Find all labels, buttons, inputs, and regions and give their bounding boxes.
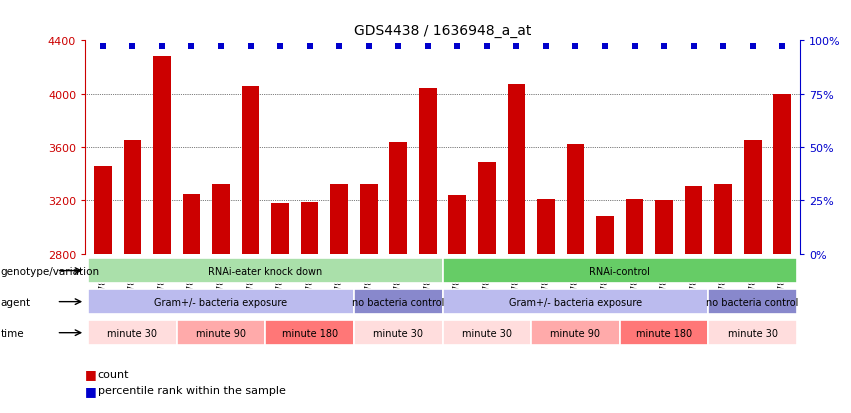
Text: no bacteria control: no bacteria control [352, 297, 444, 307]
Bar [448, 195, 466, 254]
Bar [242, 86, 260, 254]
Bar [88, 289, 354, 315]
Text: minute 90: minute 90 [551, 328, 601, 338]
Bar [419, 89, 437, 254]
Bar [596, 217, 614, 254]
Text: minute 90: minute 90 [196, 328, 246, 338]
Bar [774, 95, 791, 254]
Bar [300, 202, 318, 254]
Text: count: count [98, 369, 129, 379]
Bar [443, 258, 797, 284]
Text: Gram+/- bacteria exposure: Gram+/- bacteria exposure [154, 297, 288, 307]
Text: genotype/variation: genotype/variation [1, 266, 100, 276]
Bar [94, 166, 111, 254]
Bar [212, 185, 230, 254]
Bar [655, 201, 673, 254]
Text: RNAi-eater knock down: RNAi-eater knock down [208, 266, 323, 276]
Bar [266, 320, 354, 346]
Text: Gram+/- bacteria exposure: Gram+/- bacteria exposure [509, 297, 642, 307]
Text: time: time [1, 328, 25, 338]
Bar [708, 289, 797, 315]
Bar [88, 320, 177, 346]
Bar [88, 258, 443, 284]
Bar [625, 199, 643, 254]
Bar [330, 185, 348, 254]
Text: no bacteria control: no bacteria control [706, 297, 799, 307]
Bar [153, 57, 171, 254]
Text: minute 30: minute 30 [728, 328, 778, 338]
Text: percentile rank within the sample: percentile rank within the sample [98, 385, 286, 395]
Bar [443, 289, 708, 315]
Bar [685, 186, 702, 254]
Text: minute 180: minute 180 [282, 328, 338, 338]
Text: minute 180: minute 180 [636, 328, 692, 338]
Bar [567, 145, 585, 254]
Text: minute 30: minute 30 [107, 328, 157, 338]
Text: minute 30: minute 30 [462, 328, 511, 338]
Bar [620, 320, 708, 346]
Bar [507, 85, 525, 254]
Bar [531, 320, 620, 346]
Bar [354, 320, 443, 346]
Bar [443, 320, 531, 346]
Bar [537, 199, 555, 254]
Bar [478, 162, 495, 254]
Text: RNAi-control: RNAi-control [589, 266, 650, 276]
Text: ■: ■ [85, 367, 97, 380]
Bar [390, 142, 407, 254]
Title: GDS4438 / 1636948_a_at: GDS4438 / 1636948_a_at [354, 24, 531, 38]
Bar [183, 194, 200, 254]
Bar [744, 141, 762, 254]
Bar [708, 320, 797, 346]
Bar [354, 289, 443, 315]
Bar [177, 320, 266, 346]
Bar [360, 185, 378, 254]
Bar [714, 185, 732, 254]
Text: ■: ■ [85, 384, 97, 397]
Text: agent: agent [1, 297, 31, 307]
Bar [123, 141, 141, 254]
Bar [271, 204, 289, 254]
Text: minute 30: minute 30 [374, 328, 423, 338]
